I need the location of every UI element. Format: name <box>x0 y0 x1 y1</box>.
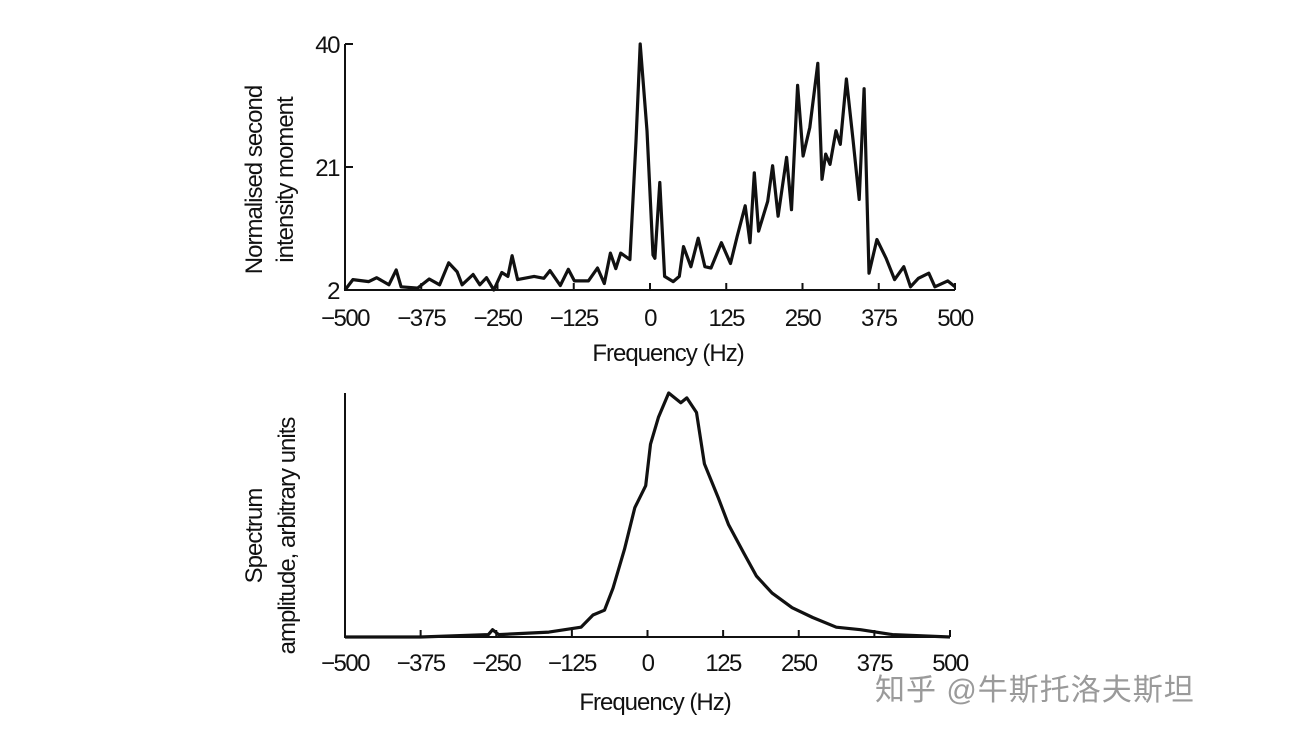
bottom-xtick-label: −500 <box>321 650 370 677</box>
bottom-ylabel-line2: amplitude, arbitrary units <box>274 417 301 655</box>
bottom-xtick-label: 375 <box>857 650 894 677</box>
bottom-xtick-label: 500 <box>932 650 969 677</box>
top-ylabel-line2: intensity moment <box>272 96 299 263</box>
top-ytick-label: 40 <box>315 32 340 59</box>
bottom-axes <box>344 393 950 638</box>
top-xtick-label: 0 <box>644 305 657 332</box>
top-chart-intensity-moment: Normalised second intensity moment Frequ… <box>241 32 975 367</box>
top-xtick-label: −375 <box>397 305 446 332</box>
bottom-xtick-label: −250 <box>472 650 521 677</box>
bottom-chart-spectrum: Spectrum amplitude, arbitrary units Freq… <box>241 391 970 716</box>
top-ylabel-line1: Normalised second <box>241 86 268 274</box>
top-ytick-label: 2 <box>327 278 340 305</box>
top-xtick-label: 250 <box>785 305 822 332</box>
bottom-ylabel-line1: Spectrum <box>241 489 268 584</box>
top-xtick-label: 375 <box>861 305 898 332</box>
top-series-line <box>343 42 957 292</box>
top-xtick-label: −125 <box>550 305 599 332</box>
bottom-xtick-label: −125 <box>548 650 597 677</box>
watermark: 知乎 @牛斯托洛夫斯坦 <box>875 674 1195 707</box>
bottom-series-line <box>345 391 951 639</box>
top-xtick-label: 125 <box>708 305 745 332</box>
bottom-xtick-label: 250 <box>781 650 818 677</box>
bottom-xtick-label: 0 <box>642 650 655 677</box>
bottom-xtick-label: −375 <box>397 650 446 677</box>
top-xlabel: Frequency (Hz) <box>592 340 743 367</box>
top-ytick-label: 21 <box>315 155 340 182</box>
bottom-xtick-label: 125 <box>705 650 742 677</box>
top-xtick-label: −500 <box>321 305 370 332</box>
top-xtick-label: −250 <box>473 305 522 332</box>
bottom-xlabel: Frequency (Hz) <box>579 689 730 716</box>
top-xtick-label: 500 <box>937 305 974 332</box>
